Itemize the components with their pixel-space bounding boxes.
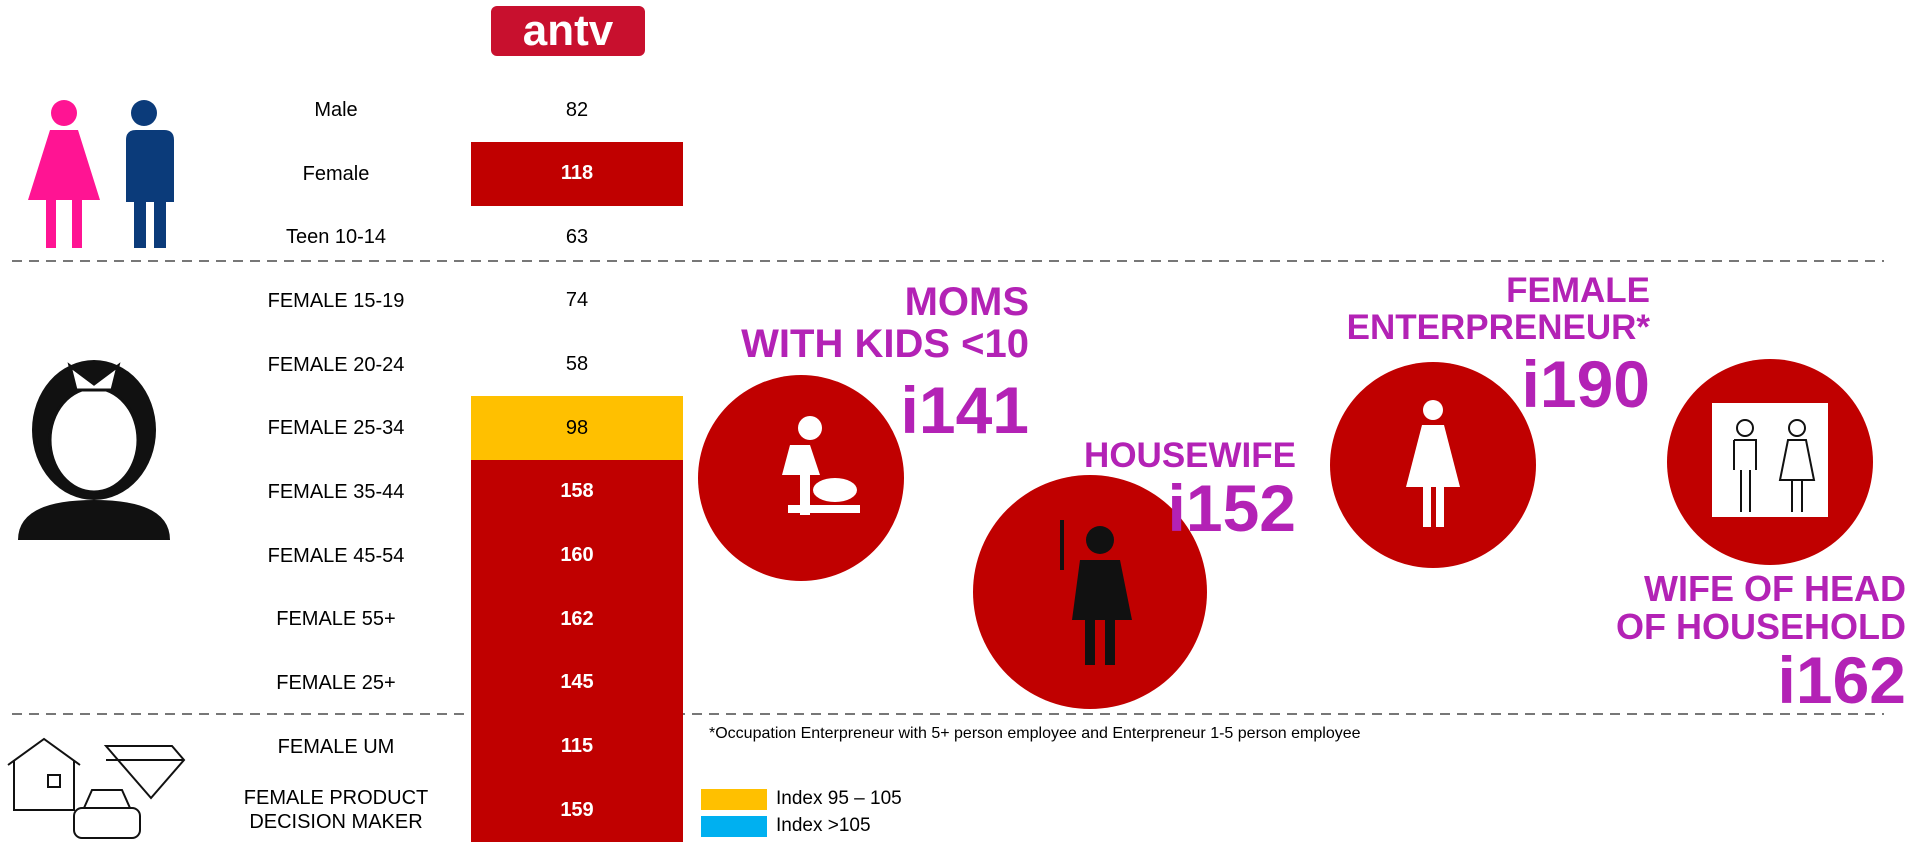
row-label: FEMALE 20-24 (267, 353, 405, 376)
legend-swatch (701, 816, 767, 837)
index-cell: 63 (565, 225, 589, 248)
index-cell: 58 (565, 353, 589, 376)
row-label: FEMALE 15-19 (267, 289, 405, 312)
row-label: FEMALE UM (277, 735, 395, 758)
male-icon (124, 100, 174, 248)
index-cell: 159 (471, 778, 683, 842)
row-label: FEMALE 45-54 (267, 544, 405, 567)
callout-title: HOUSEWIFE (1084, 436, 1296, 475)
legend-label: Index >105 (776, 815, 871, 836)
callout-title: FEMALE ENTERPRENEUR* (1346, 271, 1650, 347)
row-label: FEMALE 25-34 (267, 417, 405, 440)
index-cell: 115 (471, 714, 683, 779)
callout-title: MOMS WITH KIDS <10 (741, 280, 1029, 366)
index-cell: 74 (565, 289, 589, 312)
callout-title: WIFE OF HEAD OF HOUSEHOLD (1615, 568, 1906, 647)
index-cell: 158 (471, 459, 683, 524)
house-car-diamond-icon (7, 737, 186, 839)
index-cell: 118 (471, 141, 683, 206)
index-cell: 98 (471, 396, 683, 461)
callout-index: i162 (1777, 643, 1906, 717)
row-label: Female (302, 162, 370, 185)
legend-swatch (701, 789, 767, 810)
row-label: FEMALE 25+ (276, 671, 396, 694)
callout-index: i152 (1167, 471, 1296, 545)
legend-label: Index 95 – 105 (776, 788, 902, 809)
index-cell: 145 (471, 650, 683, 715)
index-cell: 82 (565, 98, 589, 121)
female-icon (28, 100, 100, 248)
logo-box (491, 6, 645, 56)
girl-icon (18, 360, 170, 540)
row-label: FEMALE 35-44 (267, 480, 405, 503)
callout-index: i190 (1521, 347, 1650, 421)
circles (698, 359, 1873, 709)
row-label: FEMALE PRODUCT DECISION MAKER (243, 787, 429, 834)
callout-index: i141 (900, 373, 1029, 447)
row-label: Male (314, 99, 358, 121)
index-cell: 160 (471, 523, 683, 588)
logo: antv (523, 6, 614, 55)
row-label: Teen 10-14 (285, 226, 387, 249)
index-cell: 162 (471, 587, 683, 652)
footnote: *Occupation Enterpreneur with 5+ person … (709, 725, 1361, 742)
row-label: FEMALE 55+ (276, 608, 396, 631)
